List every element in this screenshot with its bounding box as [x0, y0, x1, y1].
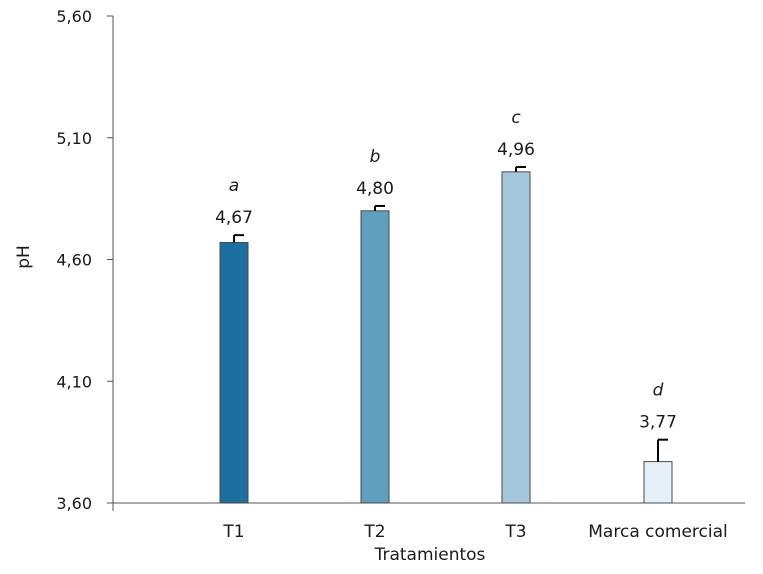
y-axis-title: pH	[14, 245, 34, 269]
x-tick-labels: T1 T2 T3 Marca comercial	[222, 522, 727, 542]
x-tick-label: Marca comercial	[588, 522, 727, 542]
y-tick-label: 4,60	[56, 251, 92, 270]
significance-letter: a	[229, 176, 239, 196]
data-label: 4,67	[215, 208, 253, 228]
significance-letter: b	[370, 147, 381, 167]
significance-letter: d	[653, 381, 664, 401]
bar-t1	[219, 241, 249, 504]
y-ticks: 3,60 4,10 4,60 5,10 5,60	[56, 7, 113, 513]
y-tick-label: 5,10	[56, 129, 92, 148]
data-label: 3,77	[639, 413, 677, 433]
y-tick-label: 3,60	[56, 494, 92, 513]
x-tick-label: T1	[222, 522, 244, 542]
bar-t3	[501, 171, 531, 504]
data-label: 4,96	[497, 140, 535, 160]
x-tick-label: T3	[504, 522, 526, 542]
bar-t2	[360, 210, 390, 504]
data-label: 4,80	[356, 179, 394, 199]
bar-marca-comercial	[643, 461, 673, 504]
significance-letter: c	[511, 108, 521, 128]
axes	[112, 16, 745, 511]
bars: 4,67 a 4,80 b 4,96 c 3,77 d	[215, 108, 677, 504]
y-tick-label: 5,60	[56, 7, 92, 26]
x-tick-label: T2	[363, 522, 385, 542]
x-axis-title: Tratamientos	[374, 545, 486, 565]
y-tick-label: 4,10	[56, 372, 92, 391]
